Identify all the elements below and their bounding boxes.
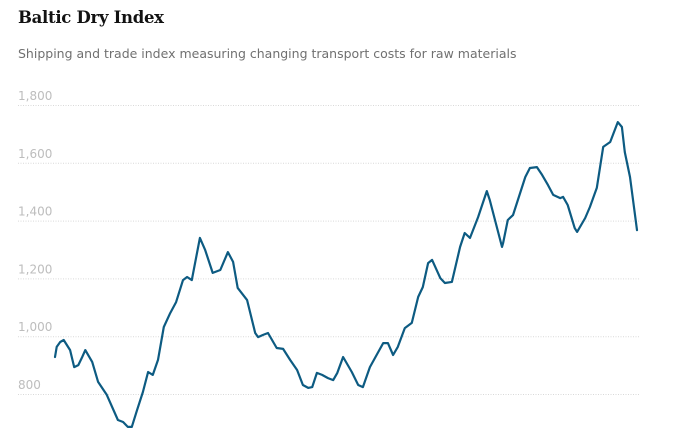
y-tick-label: 1,000 xyxy=(18,320,52,334)
chart-subtitle: Shipping and trade index measuring chang… xyxy=(18,46,517,61)
y-tick-label: 800 xyxy=(18,378,41,392)
y-axis-ticks: 800 1,000 1,200 1,400 1,600 1,800 xyxy=(18,89,52,392)
gridlines xyxy=(18,105,640,395)
chart-title: Baltic Dry Index xyxy=(18,8,164,27)
y-tick-label: 1,200 xyxy=(18,262,52,276)
y-tick-label: 1,600 xyxy=(18,147,52,161)
series-line xyxy=(53,121,639,428)
y-tick-label: 1,400 xyxy=(18,205,52,219)
y-tick-label: 1,800 xyxy=(18,89,52,103)
